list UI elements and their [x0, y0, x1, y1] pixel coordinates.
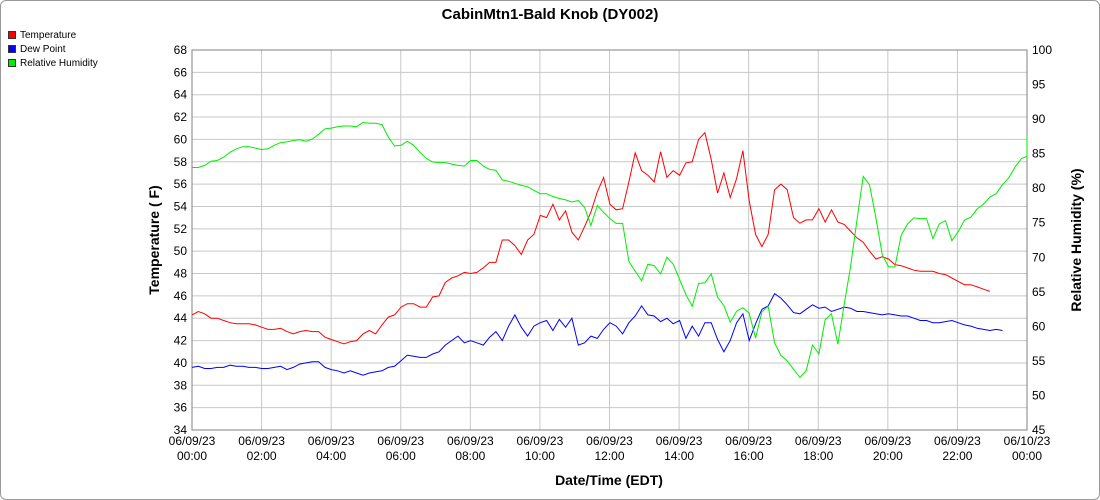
- y-tick-label: 54: [174, 199, 188, 213]
- y2-tick-label: 95: [1032, 78, 1046, 92]
- grid: [191, 49, 1028, 431]
- y-tick-label: 38: [174, 378, 188, 392]
- x-axis-title: Date/Time (EDT): [555, 472, 663, 488]
- y2-tick-label: 75: [1032, 216, 1046, 230]
- x-tick-time: 12:00: [594, 449, 624, 463]
- y-tick-label: 60: [174, 132, 188, 146]
- legend-swatch-dew-point: [8, 45, 16, 53]
- x-tick-date: 06/09/23: [517, 434, 564, 448]
- y-tick-label: 52: [174, 222, 188, 236]
- x-tick-time: 10:00: [525, 449, 555, 463]
- x-tick-time: 06:00: [386, 449, 416, 463]
- x-tick-time: 18:00: [803, 449, 833, 463]
- y2-tick-label: 65: [1032, 285, 1046, 299]
- y-tick-label: 62: [174, 110, 188, 124]
- y-tick-label: 56: [174, 177, 188, 191]
- x-tick-time: 04:00: [316, 449, 346, 463]
- series-lines: [191, 121, 1028, 379]
- y-tick-label: 64: [174, 88, 188, 102]
- x-tick-date: 06/09/23: [725, 434, 772, 448]
- x-tick-time: 16:00: [734, 449, 764, 463]
- series-line-dew-point: [191, 292, 1003, 376]
- y-tick-label: 42: [174, 334, 188, 348]
- y-tick-label: 50: [174, 244, 188, 258]
- y2-tick-label: 45: [1032, 423, 1046, 437]
- y2-tick-label: 100: [1032, 43, 1052, 57]
- x-tick-time: 00:00: [1012, 449, 1042, 463]
- legend-item-relative-humidity: Relative Humidity: [8, 56, 98, 70]
- x-tick-time: 14:00: [664, 449, 694, 463]
- y2-tick-label: 85: [1032, 147, 1046, 161]
- y2-tick-label: 70: [1032, 250, 1046, 264]
- x-tick-date: 06/09/23: [238, 434, 285, 448]
- legend-swatch-relative-humidity: [8, 59, 16, 67]
- x-tick-date: 06/09/23: [795, 434, 842, 448]
- y-tick-label: 66: [174, 65, 188, 79]
- y-tick-label: 68: [174, 43, 188, 57]
- x-tick-time: 08:00: [455, 449, 485, 463]
- y-tick-label: 40: [174, 356, 188, 370]
- legend-label-relative-humidity: Relative Humidity: [20, 57, 98, 69]
- y-tick-label: 36: [174, 401, 188, 415]
- y-tick-label: 58: [174, 155, 188, 169]
- series-line-relative-humidity: [192, 121, 1028, 379]
- y2-tick-label: 55: [1032, 354, 1046, 368]
- legend-item-temperature: Temperature: [8, 28, 98, 42]
- legend-label-dew-point: Dew Point: [20, 43, 66, 55]
- y2-tick-label: 80: [1032, 181, 1046, 195]
- y2-axis-title: Relative Humidity (%): [1068, 168, 1084, 311]
- x-tick-date: 06/09/23: [308, 434, 355, 448]
- y-tick-label: 34: [174, 423, 188, 437]
- x-tick-date: 06/10/23: [1004, 434, 1051, 448]
- y-tick-label: 48: [174, 267, 188, 281]
- legend: Temperature Dew Point Relative Humidity: [8, 28, 98, 70]
- x-tick-date: 06/09/23: [447, 434, 494, 448]
- series-line-temperature: [191, 131, 990, 345]
- x-tick-date: 06/09/23: [586, 434, 633, 448]
- y2-tick-label: 50: [1032, 388, 1046, 402]
- x-tick-date: 06/09/23: [864, 434, 911, 448]
- y-axis-title: Temperature ( F): [146, 185, 162, 294]
- x-tick-time: 20:00: [873, 449, 903, 463]
- y-tick-label: 44: [174, 311, 188, 325]
- legend-item-dew-point: Dew Point: [8, 42, 98, 56]
- x-tick-time: 22:00: [942, 449, 972, 463]
- chart-title: CabinMtn1-Bald Knob (DY002): [442, 6, 659, 23]
- legend-label-temperature: Temperature: [20, 29, 77, 41]
- x-tick-date: 06/09/23: [934, 434, 981, 448]
- axes: 34 36 38 40 42 44 46 48 50 52 54 56 58 60 62 64 66 68 45 50…: [169, 43, 1053, 463]
- y2-tick-label: 90: [1032, 112, 1046, 126]
- x-tick-time: 02:00: [247, 449, 277, 463]
- x-tick-date: 06/09/23: [377, 434, 424, 448]
- y2-tick-label: 60: [1032, 319, 1046, 333]
- x-tick-date: 06/09/23: [169, 434, 216, 448]
- x-tick-time: 00:00: [177, 449, 207, 463]
- plot-border: [191, 49, 1028, 431]
- x-tick-date: 06/09/23: [656, 434, 703, 448]
- y-tick-label: 46: [174, 289, 188, 303]
- legend-swatch-temperature: [8, 31, 16, 39]
